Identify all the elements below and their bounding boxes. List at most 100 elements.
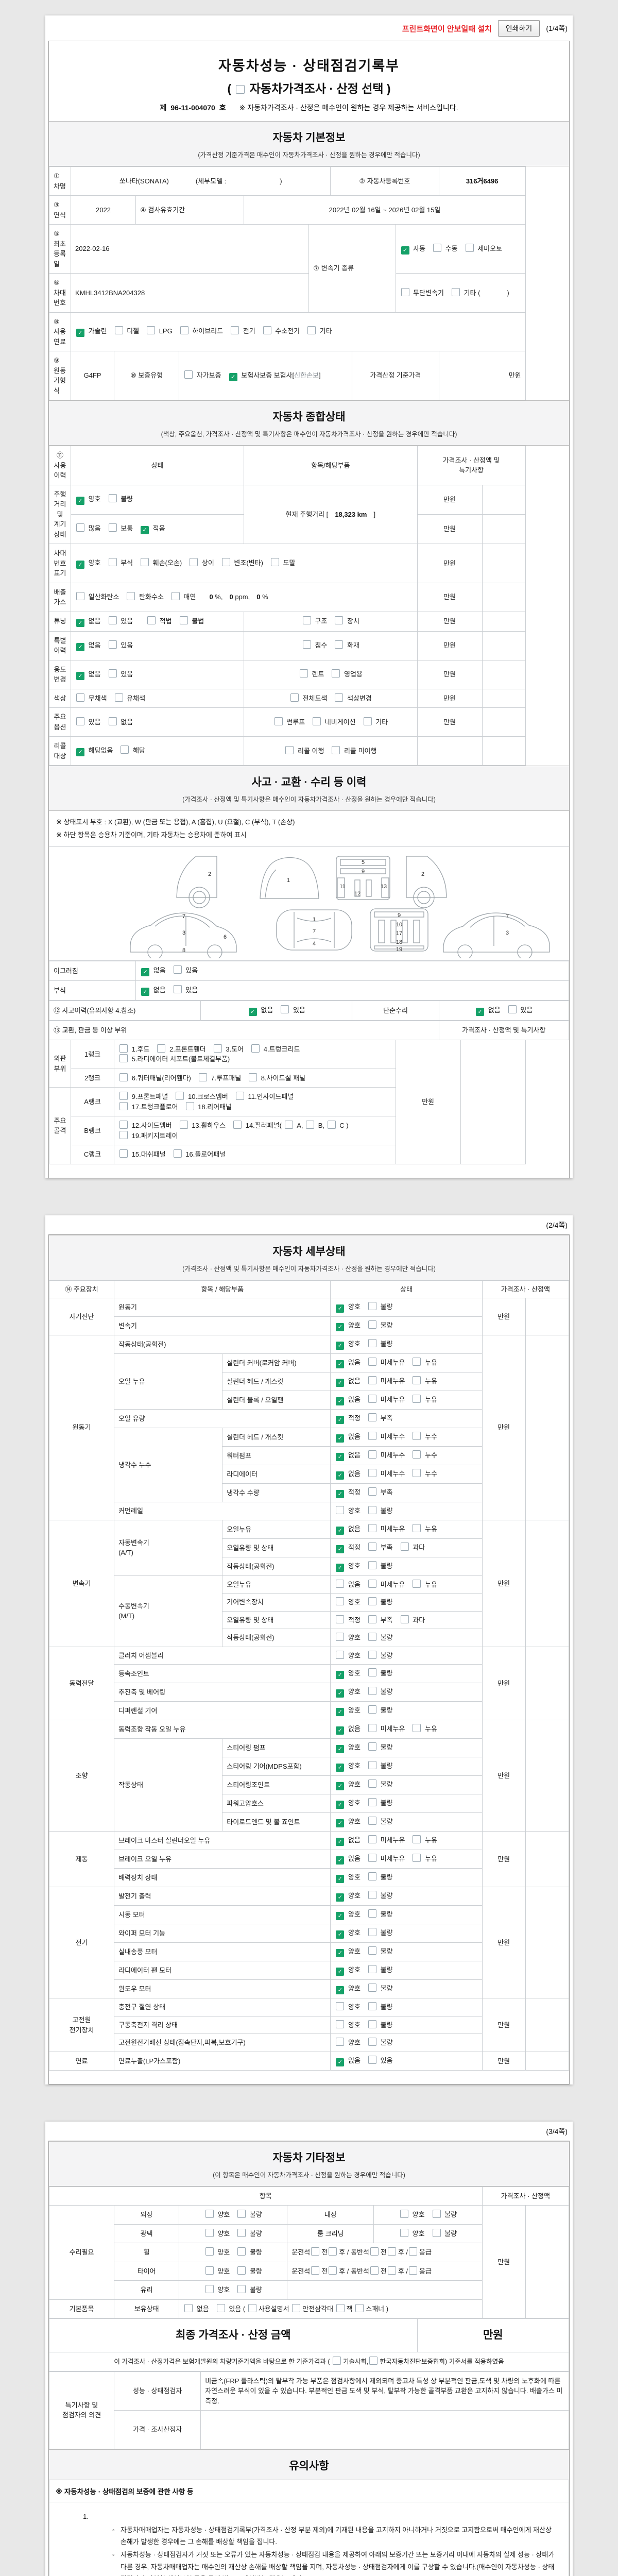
- cell: 2랭크: [71, 1068, 115, 1088]
- checkbox-empty-icon: [368, 1761, 376, 1770]
- checkbox-checked-icon: ✓: [336, 1545, 345, 1553]
- cell: 시동 모터: [114, 1905, 331, 1925]
- checkbox-checked-icon: ✓: [336, 1471, 345, 1480]
- service-note: ※ 자동차가격조사 · 산정은 매수인이 원하는 경우 제공하는 서비스입니다.: [239, 104, 458, 112]
- checkbox-checked-icon: ✓: [141, 968, 150, 977]
- checkbox-empty-icon: [332, 2356, 341, 2365]
- page-2-topbar: (2/4쪽): [45, 1215, 573, 1234]
- cell: ✓ 없음 있음: [438, 1001, 570, 1021]
- cell: 자가보증 ✓ 보험사보증 보험사[신한손보]: [179, 351, 353, 400]
- checkbox-empty-icon: [119, 1130, 128, 1139]
- overall-status-table: ⑪ 사용이력 상태 항목/해당부품 가격조사 · 산정액 및 특기사항 주행거리 및 계기상…: [48, 446, 569, 766]
- checkbox-empty-icon: [76, 717, 85, 725]
- checkbox-checked-icon: ✓: [336, 1986, 345, 1995]
- checkbox-empty-icon: [336, 1650, 345, 1659]
- checkbox-empty-icon: [413, 1395, 421, 1403]
- cell: 만원: [417, 2318, 570, 2352]
- document-title: 자동차성능 · 상태점검기록부: [218, 58, 400, 74]
- checkbox-empty-icon: [413, 1469, 421, 1478]
- cell: 등속조인트: [114, 1664, 331, 1684]
- checkbox-empty-icon: [302, 616, 311, 625]
- checkbox-empty-icon: [508, 1005, 517, 1014]
- cell: 가격조사 · 산정액 및 특기사항: [417, 446, 526, 485]
- cell: 기어변속장치: [222, 1593, 331, 1612]
- checkbox-empty-icon: [327, 1121, 336, 1129]
- detail-status-table-grid: ⑭ 주요장치 항목 / 해당부품 상태 가격조사 · 산정액 자기진단 원동기 ✓ 양호 불…: [48, 1280, 570, 2071]
- checkbox-empty-icon: [237, 2247, 246, 2256]
- checkbox-empty-icon: [368, 1891, 376, 1900]
- cell: ✓ 양호 불량: [330, 1701, 483, 1721]
- checkbox-empty-icon: [306, 1121, 315, 1129]
- cell: 원동기: [114, 1298, 331, 1317]
- cell: 양호 불량: [179, 2261, 288, 2281]
- cell: 무단변속기 기타 ( ): [395, 273, 526, 313]
- checkbox-empty-icon: [251, 1044, 260, 1053]
- checkbox-checked-icon: ✓: [76, 671, 85, 680]
- cell: ✓ 양호 불량: [71, 484, 245, 515]
- document-page-3: 자동차 기타정보 (이 항목은 매수인이 자동차가격조사 · 산정을 원하는 경…: [48, 2140, 570, 2576]
- checkbox-empty-icon: [368, 1487, 376, 1496]
- accident-extra-checks-grid: 이그러짐 ✓ 없음 있음 부식 ✓ 없음 있음: [48, 961, 569, 1001]
- checkbox-empty-icon: [432, 2210, 441, 2218]
- cell: ✓ 자동 수동 세미오토: [395, 224, 526, 274]
- checkbox-empty-icon: [413, 1523, 421, 1532]
- cell: 1랭크: [71, 1039, 115, 1069]
- cell: 전체도색 색상변경: [244, 688, 418, 708]
- cell: 특기사항 및 점검자의 의견: [48, 2371, 115, 2450]
- checkbox-checked-icon: ✓: [336, 1708, 345, 1717]
- cell: 이 가격조사 · 산정가격은 보험개발원의 차량기준가액을 바탕으로 한 기준가…: [49, 2352, 569, 2371]
- checkbox-empty-icon: [368, 1320, 376, 1329]
- checkbox-checked-icon: ✓: [336, 1453, 345, 1462]
- svg-text:8: 8: [182, 947, 185, 954]
- checkbox-empty-icon: [336, 1579, 345, 1588]
- cell: 쏘나타(SONATA) (세부모델 : ): [71, 166, 331, 196]
- checkbox-empty-icon: [451, 287, 460, 296]
- checkbox-empty-icon: [368, 1780, 376, 1788]
- cell: 배력장치 상태: [114, 1868, 331, 1888]
- cell: 만원: [417, 484, 483, 515]
- cell: ✓ 양호 불량: [330, 1298, 483, 1317]
- checkbox-empty-icon: [336, 1597, 345, 1606]
- cell: 리콜 이행 리콜 미이행: [244, 736, 418, 766]
- cell: 2022: [71, 195, 136, 225]
- cell: [482, 659, 526, 689]
- checkbox-empty-icon: [292, 2303, 301, 2312]
- checkbox-checked-icon: ✓: [76, 642, 85, 651]
- svg-text:10: 10: [396, 922, 402, 928]
- final-price-table: 최종 가격조사 · 산정 금액 만원 이 가격조사 · 산정가격은 보험개발원의 차…: [49, 2318, 570, 2371]
- checkbox-empty-icon: [368, 2020, 376, 2028]
- install-notice-link[interactable]: 프린트화면이 안보일때 설치: [402, 24, 492, 33]
- cell: 고전원전기배선 상태(접속단자,피복,보호기구): [114, 2033, 331, 2052]
- cell: 차대번호 표기: [48, 544, 72, 583]
- cell: 없음 미세누유 누유: [330, 1575, 483, 1594]
- paren: ): [386, 82, 391, 95]
- print-button[interactable]: 인쇄하기: [497, 20, 540, 37]
- cell: ✓ 양호 불량: [330, 1316, 483, 1336]
- checkbox-checked-icon: ✓: [336, 1689, 345, 1698]
- checkbox-checked-icon: ✓: [336, 1912, 345, 1921]
- cell: 오일유량 및 상태: [222, 1538, 331, 1557]
- checkbox-empty-icon: [336, 2038, 345, 2046]
- checkbox-empty-icon: [237, 2228, 246, 2237]
- section-detail-header: 자동차 세부상태 (가격조사 · 산정액 및 특기사항은 매수인이 자동차가격조…: [49, 1234, 569, 1280]
- cell: 만원: [482, 1646, 526, 1721]
- cell: ✓ 없음 있음 적법 불법: [71, 611, 245, 632]
- cell: ✓ 양호 불량: [330, 1775, 483, 1795]
- cell: ④ 검사유효기간: [135, 195, 245, 225]
- checkbox-checked-icon: ✓: [401, 246, 409, 255]
- checkbox-empty-icon: [119, 1121, 128, 1129]
- cell: 스티어링조인트: [222, 1775, 331, 1795]
- cell: [482, 611, 526, 632]
- checkbox-empty-icon: [368, 1928, 376, 1937]
- cell: 오일 유량: [114, 1409, 331, 1429]
- checkbox-empty-icon: [368, 1506, 376, 1515]
- checkbox-empty-icon: [465, 243, 474, 252]
- checkbox-empty-icon: [368, 1724, 376, 1733]
- cell: 조향: [48, 1720, 115, 1832]
- checkbox-checked-icon: ✓: [336, 1490, 345, 1499]
- cell: [482, 484, 526, 515]
- cell: ✓ 없음 있음: [200, 1001, 353, 1021]
- checkbox-empty-icon: [368, 1705, 376, 1714]
- cell: ✓ 양호 불량: [330, 1887, 483, 1906]
- checkbox-empty-icon: [368, 1687, 376, 1696]
